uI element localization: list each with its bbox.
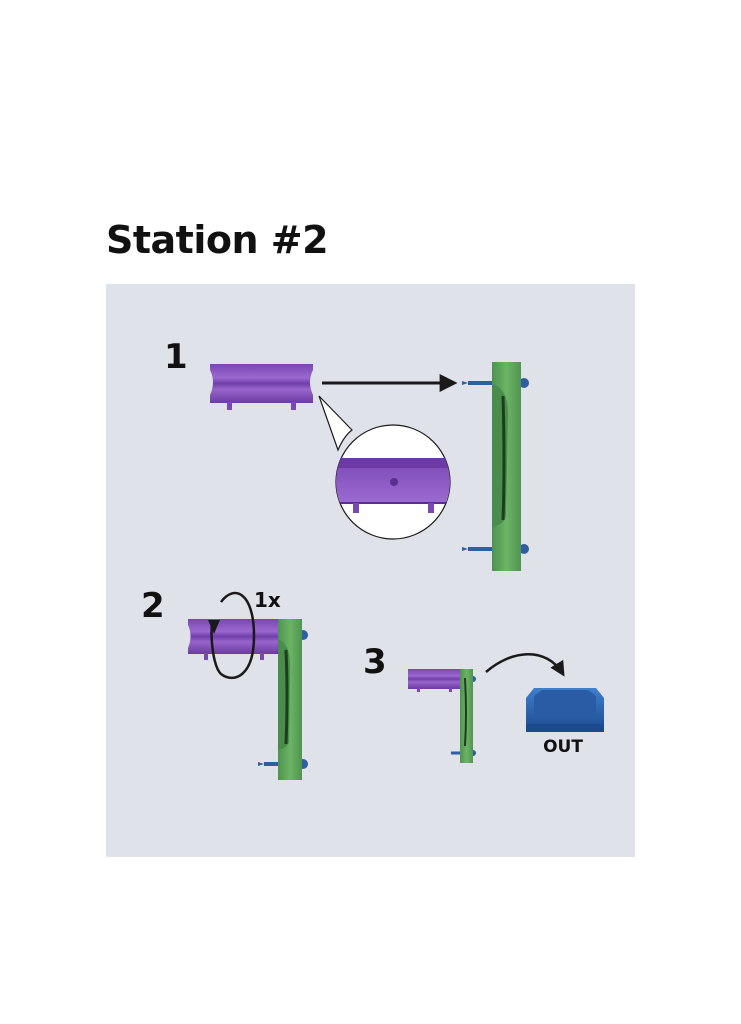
page-title: Station #2 <box>106 218 329 262</box>
ring-part-step1 <box>210 364 313 410</box>
rotation-count-label: 1x <box>254 588 281 612</box>
instruction-panel: 1 <box>106 284 635 857</box>
instruction-diagram: 1 <box>141 337 604 780</box>
out-bin-icon <box>526 688 604 732</box>
assembly-step2 <box>188 619 308 780</box>
ring-hole-detail <box>390 478 398 486</box>
step-1-number: 1 <box>164 337 188 377</box>
zoom-callout <box>318 395 451 540</box>
out-bin-label: OUT <box>543 737 583 757</box>
bracket-part-step1 <box>462 362 529 571</box>
rotate-arrow <box>208 591 256 680</box>
move-to-bin-arrow <box>485 653 565 677</box>
step-3-number: 3 <box>363 642 387 682</box>
assembly-step3 <box>408 669 476 763</box>
step-2-number: 2 <box>141 586 165 626</box>
